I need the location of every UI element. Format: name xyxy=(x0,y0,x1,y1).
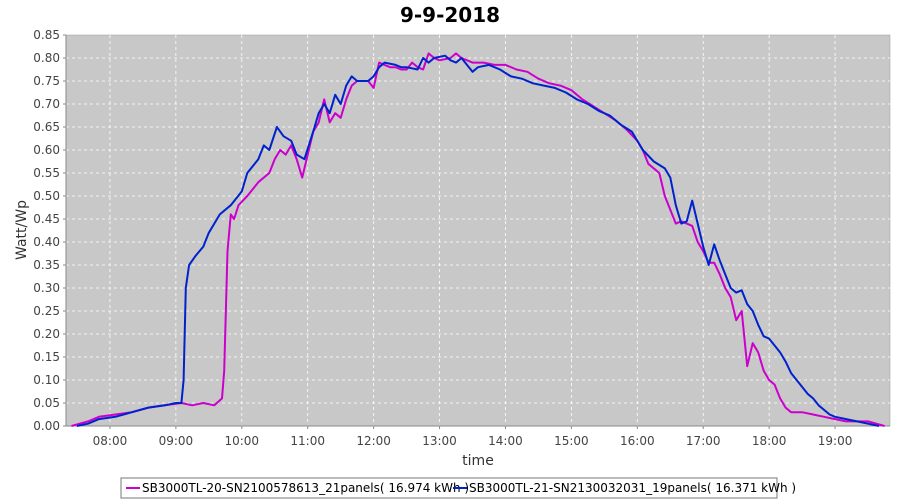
y-tick-label: 0.30 xyxy=(33,281,60,295)
y-tick-label: 0.20 xyxy=(33,327,60,341)
x-tick-label: 14:00 xyxy=(488,434,523,448)
x-tick-label: 19:00 xyxy=(818,434,853,448)
y-tick-label: 0.00 xyxy=(33,419,60,433)
y-ticks: 0.00 0.05 0.10 0.15 0.20 0.25 0.30 0.35 0.40 0.45… xyxy=(33,28,66,433)
y-tick-label: 0.15 xyxy=(33,350,60,364)
plot-background xyxy=(65,34,891,427)
plot-area: 0.00 0.05 0.10 0.15 0.20 0.25 0.30 0.35 0.40 0.45… xyxy=(33,28,891,448)
x-tick-label: 15:00 xyxy=(554,434,589,448)
y-tick-label: 0.75 xyxy=(33,74,60,88)
y-tick-label: 0.65 xyxy=(33,120,60,134)
grid-lines xyxy=(66,35,890,426)
chart-title: 9-9-2018 xyxy=(400,3,500,27)
series-line-1 xyxy=(71,52,885,427)
y-tick-label: 0.80 xyxy=(33,51,60,65)
y-tick-label: 0.40 xyxy=(33,235,60,249)
legend-label-series-2: SB3000TL-21-SN2130032031_19panels( 16.37… xyxy=(469,481,796,495)
series-line-2 xyxy=(76,54,880,427)
y-tick-label: 0.10 xyxy=(33,373,60,387)
series-lines xyxy=(71,52,885,427)
y-tick-label: 0.50 xyxy=(33,189,60,203)
legend: SB3000TL-20-SN2100578613_21panels( 16.97… xyxy=(120,477,796,499)
y-tick-label: 0.60 xyxy=(33,143,60,157)
y-axis-label: Watt/Wp xyxy=(14,200,30,260)
y-tick-label: 0.55 xyxy=(33,166,60,180)
y-tick-label: 0.25 xyxy=(33,304,60,318)
y-tick-label: 0.70 xyxy=(33,97,60,111)
y-tick-label: 0.05 xyxy=(33,396,60,410)
x-tick-label: 16:00 xyxy=(620,434,655,448)
x-tick-label: 12:00 xyxy=(356,434,391,448)
x-axis-label: time xyxy=(462,453,494,469)
x-tick-label: 17:00 xyxy=(686,434,721,448)
legend-box xyxy=(120,477,778,499)
axes xyxy=(65,35,890,427)
x-tick-label: 13:00 xyxy=(422,434,457,448)
x-tick-label: 11:00 xyxy=(290,434,325,448)
x-ticks: 08:00 09:00 10:00 11:00 12:00 13:00 14:00 15:00… xyxy=(93,426,853,448)
y-tick-label: 0.45 xyxy=(33,212,60,226)
x-tick-label: 18:00 xyxy=(752,434,787,448)
y-tick-label: 0.85 xyxy=(33,28,60,42)
x-tick-label: 09:00 xyxy=(159,434,194,448)
legend-label-series-1: SB3000TL-20-SN2100578613_21panels( 16.97… xyxy=(142,481,469,495)
y-tick-label: 0.35 xyxy=(33,258,60,272)
x-tick-label: 10:00 xyxy=(224,434,259,448)
x-tick-label: 08:00 xyxy=(93,434,128,448)
